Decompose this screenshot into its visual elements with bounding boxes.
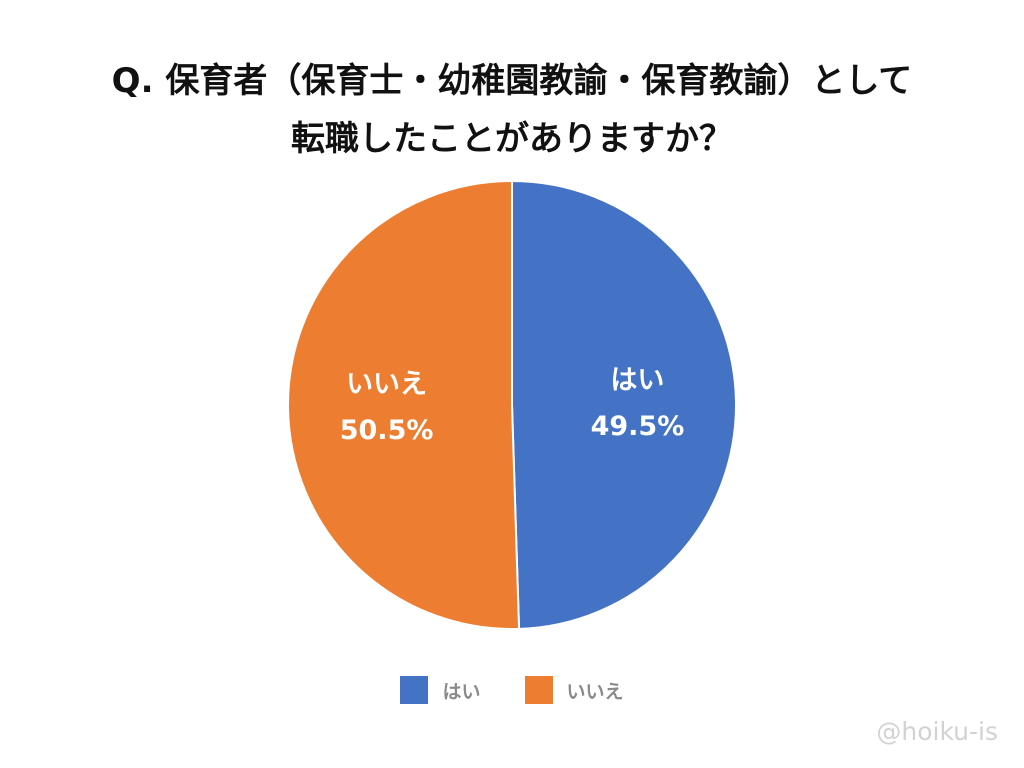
pie-slice-no xyxy=(287,179,521,630)
slice-value-label-no: 50.5% xyxy=(340,415,434,446)
pie-slice-yes xyxy=(511,179,737,630)
watermark: @hoiku-is xyxy=(876,717,998,746)
slice-category-label-yes: はい xyxy=(610,365,664,396)
chart-title-line-2: 転職したことがありますか？ xyxy=(291,119,733,159)
slice-value-label-yes: 49.5% xyxy=(591,411,685,442)
chart-legend: はい いいえ xyxy=(0,676,1024,704)
legend-item-yes: はい xyxy=(400,676,481,704)
legend-label-yes: はい xyxy=(442,680,481,703)
chart-title: Q. 保育者（保育士・幼稚園教諭・保育教諭）として 転職したことがありますか？ xyxy=(0,52,1024,168)
legend-label-no: いいえ xyxy=(566,680,624,703)
chart-title-line-1: Q. 保育者（保育士・幼稚園教諭・保育教諭）として xyxy=(111,61,913,101)
legend-swatch-yes xyxy=(400,676,429,704)
legend-swatch-no xyxy=(524,676,553,704)
slice-category-label-no: いいえ xyxy=(346,369,427,400)
legend-item-no: いいえ xyxy=(524,676,624,704)
